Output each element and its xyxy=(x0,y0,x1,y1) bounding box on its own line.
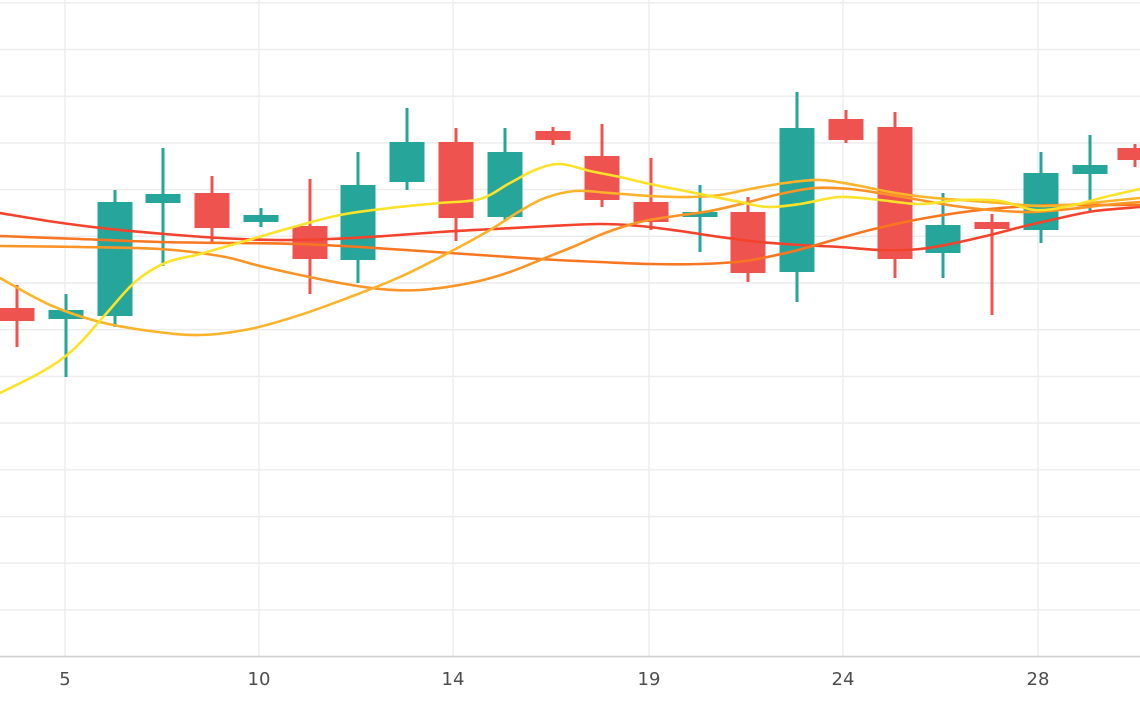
candle-wick xyxy=(64,294,68,377)
candle-body xyxy=(292,226,328,259)
candle-body xyxy=(389,142,425,182)
red-ma-line[interactable] xyxy=(0,205,1140,252)
candle-wick xyxy=(990,214,994,315)
candle-down[interactable] xyxy=(438,128,474,241)
candle-body xyxy=(828,119,864,140)
orange-ma-line[interactable] xyxy=(0,186,1140,292)
candle-body xyxy=(194,193,230,228)
x-axis-labels: 5 10 14 19 24 28 xyxy=(59,669,1049,690)
candle-down[interactable] xyxy=(974,214,1010,315)
yellow-ma-line[interactable] xyxy=(0,162,1140,395)
candle-up[interactable] xyxy=(1023,152,1059,243)
candle-body xyxy=(682,212,718,217)
grid-layer xyxy=(0,0,1140,658)
x-axis-tick-label: 14 xyxy=(442,669,465,690)
candle-body xyxy=(243,215,279,222)
candle-wick xyxy=(649,158,653,230)
candle-wick xyxy=(161,148,165,266)
candle-body xyxy=(48,310,84,319)
x-axis-tick-label: 24 xyxy=(832,669,855,690)
deep-orange-ma-line[interactable] xyxy=(0,203,1140,266)
x-axis-tick-label: 28 xyxy=(1027,669,1050,690)
candle-body xyxy=(438,142,474,218)
candle-body xyxy=(0,308,35,321)
candle-body xyxy=(1072,165,1108,174)
x-axis-tick-label: 19 xyxy=(638,669,661,690)
x-axis-tick-label: 10 xyxy=(248,669,271,690)
candle-up[interactable] xyxy=(389,108,425,190)
candle-up[interactable] xyxy=(145,148,181,266)
candle-body xyxy=(97,202,133,316)
candle-up[interactable] xyxy=(682,185,718,252)
candle-down[interactable] xyxy=(0,285,35,347)
candle-down[interactable] xyxy=(194,176,230,242)
candle-body xyxy=(145,194,181,203)
candle-wick xyxy=(698,185,702,252)
ma-lines-layer xyxy=(0,162,1140,395)
candle-down[interactable] xyxy=(292,179,328,294)
amber-ma-line[interactable] xyxy=(0,178,1140,337)
candle-up[interactable] xyxy=(1072,135,1108,212)
candle-down[interactable] xyxy=(828,110,864,143)
candle-up[interactable] xyxy=(243,208,279,227)
candle-up[interactable] xyxy=(48,294,84,377)
x-axis-tick-label: 5 xyxy=(59,669,70,690)
candle-up[interactable] xyxy=(340,152,376,283)
candle-body xyxy=(1117,148,1140,160)
candle-down[interactable] xyxy=(1117,144,1140,167)
candle-body xyxy=(974,222,1010,229)
candle-up[interactable] xyxy=(779,92,815,302)
candle-up[interactable] xyxy=(487,128,523,221)
candle-up[interactable] xyxy=(97,190,133,327)
candle-down[interactable] xyxy=(535,127,571,145)
candle-body xyxy=(535,131,571,140)
